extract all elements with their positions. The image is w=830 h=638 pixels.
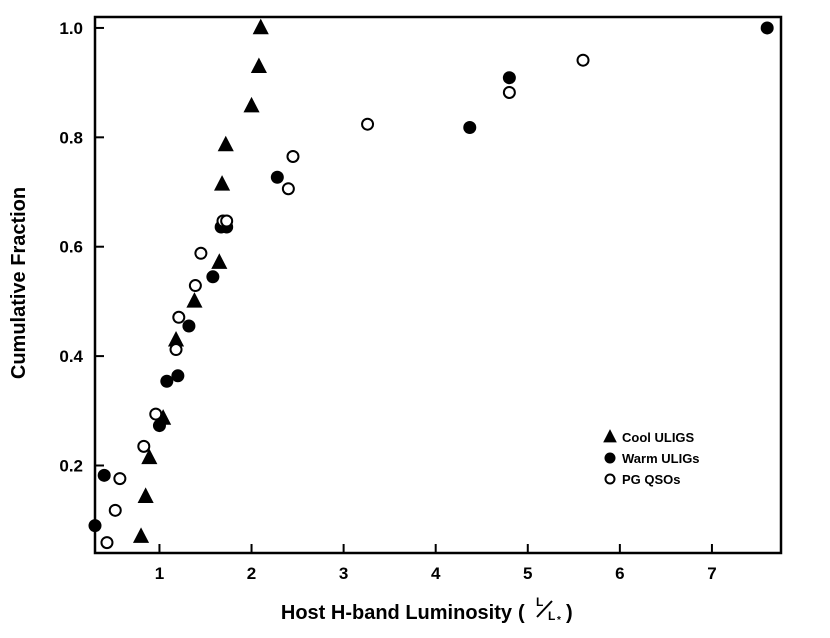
data-point	[211, 253, 228, 269]
data-point	[286, 149, 300, 163]
x-tick-label: 5	[523, 564, 532, 583]
plot-frame	[93, 15, 783, 555]
data-point	[152, 419, 166, 433]
y-tick-label: 0.6	[59, 238, 83, 257]
data-point	[502, 71, 516, 85]
x-tick-label: 6	[615, 564, 624, 583]
data-point	[252, 18, 269, 35]
data-points	[88, 18, 774, 550]
legend: Cool ULIGS Warm ULIGs PG QSOs	[603, 429, 700, 487]
legend-marker	[604, 473, 616, 485]
data-point	[182, 319, 196, 333]
data-point	[88, 519, 102, 533]
data-point	[137, 439, 151, 453]
y-axis-title: Cumulative Fraction	[8, 187, 30, 379]
data-point	[361, 117, 375, 131]
data-point	[186, 292, 203, 308]
legend-marker	[604, 452, 616, 464]
y-tick-label: 0.8	[59, 128, 83, 147]
data-point	[576, 53, 590, 67]
data-point	[171, 369, 185, 383]
data-point	[250, 57, 267, 74]
data-point	[217, 135, 234, 152]
data-point	[132, 527, 150, 543]
data-point	[97, 468, 111, 482]
data-point	[463, 120, 477, 134]
y-tick-label: 0.4	[59, 347, 83, 366]
data-point	[108, 503, 122, 517]
y-tick-label: 1.0	[59, 19, 83, 38]
data-point	[172, 310, 186, 324]
data-point	[502, 85, 516, 99]
data-point	[167, 330, 185, 347]
x-tick-label: 1	[155, 564, 164, 583]
x-axis-unit-numerator: L	[536, 595, 543, 609]
x-axis-unit-denominator: L	[548, 609, 555, 623]
data-point	[270, 170, 284, 184]
data-point	[243, 96, 260, 113]
data-point	[214, 175, 231, 191]
y-tick-label: 0.2	[59, 456, 83, 475]
legend-marker	[603, 429, 617, 443]
data-point	[137, 487, 154, 503]
data-point	[113, 472, 127, 486]
legend-label: PG QSOs	[622, 472, 681, 487]
x-axis-unit-slash	[536, 600, 553, 618]
data-point	[281, 182, 295, 196]
data-point	[160, 374, 174, 388]
x-axis-unit-open-paren: (	[518, 602, 525, 624]
data-point	[194, 246, 208, 260]
x-tick-label: 2	[247, 564, 256, 583]
x-tick-label: 7	[707, 564, 716, 583]
data-point	[220, 214, 234, 228]
data-point	[100, 536, 114, 550]
legend-label: Warm ULIGs	[622, 451, 700, 466]
data-point	[206, 270, 220, 284]
data-point	[149, 407, 163, 421]
data-point	[169, 343, 183, 357]
x-axis-ticks: 1 2 3 4 5 6 7	[155, 544, 717, 583]
x-tick-label: 3	[339, 564, 348, 583]
data-point	[760, 21, 774, 35]
x-axis-unit: ( L L * )	[518, 595, 573, 626]
y-axis-ticks: 0.2 0.4 0.6 0.8 1.0	[59, 19, 104, 475]
data-point	[188, 279, 202, 293]
series-triangle	[132, 18, 269, 543]
x-tick-label: 4	[431, 564, 441, 583]
x-axis-unit-subscript: *	[557, 615, 561, 626]
legend-label: Cool ULIGS	[622, 430, 695, 445]
series-open-circle	[100, 53, 590, 550]
x-axis-unit-close-paren: )	[566, 602, 573, 624]
data-point	[141, 448, 158, 465]
x-axis-title: Host H-band Luminosity	[281, 602, 513, 624]
